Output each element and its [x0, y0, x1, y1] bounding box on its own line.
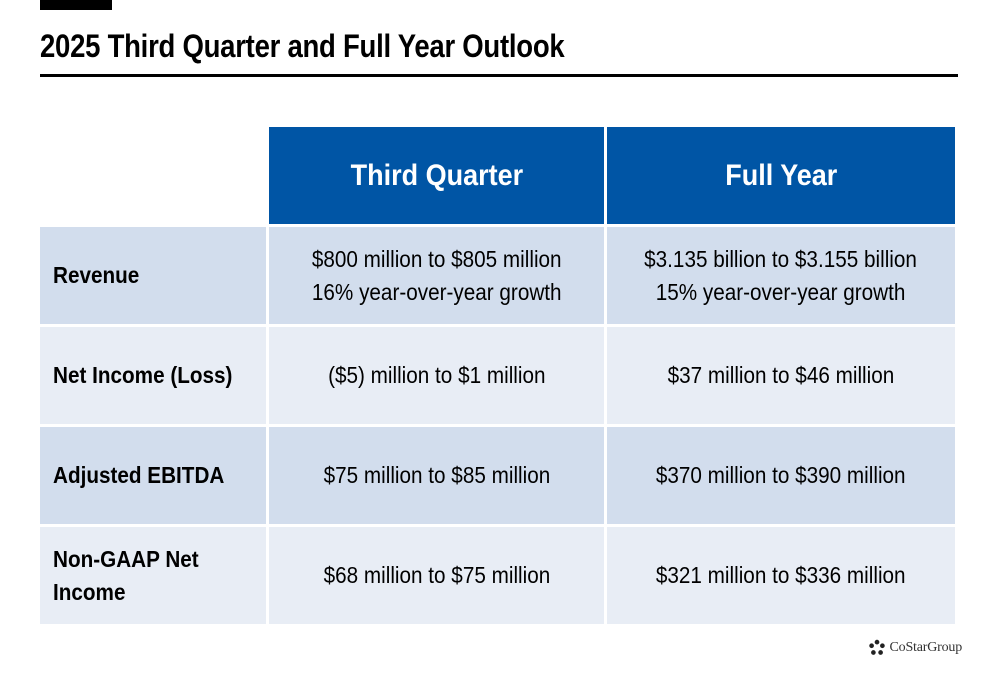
- full-year-cell: $37 million to $46 million: [604, 324, 958, 427]
- third-quarter-cell: ($5) million to $1 million: [266, 324, 607, 427]
- cell-value: $68 million to $75 million: [323, 562, 550, 588]
- page-title: 2025 Third Quarter and Full Year Outlook: [40, 28, 565, 64]
- cell-value: $800 million to $805 million: [311, 245, 562, 272]
- table-header-row: Third Quarter Full Year: [37, 124, 958, 227]
- table-row-non-gaap-net-income: Non-GAAP Net Income $68 million to $75 mi…: [37, 524, 958, 627]
- row-label-cell: Net Income (Loss): [37, 324, 269, 427]
- third-quarter-cell: $75 million to $85 million: [266, 424, 607, 527]
- row-label: Revenue: [53, 262, 140, 288]
- cell-value: 16% year-over-year growth: [311, 278, 562, 305]
- table-row-adjusted-ebitda: Adjusted EBITDA $75 million to $85 milli…: [37, 424, 958, 527]
- third-quarter-cell: $800 million to $805 million 16% year-ove…: [266, 224, 607, 327]
- header-full-year-label: Full Year: [724, 158, 838, 192]
- title-divider: [40, 74, 958, 77]
- full-year-cell: $370 million to $390 million: [604, 424, 958, 527]
- row-label: Non-GAAP Net: [53, 545, 199, 572]
- row-label: Adjusted EBITDA: [53, 462, 225, 488]
- header-third-quarter-label: Third Quarter: [350, 158, 523, 192]
- full-year-cell: $3.135 billion to $3.155 billion 15% year…: [604, 224, 958, 327]
- logo-text: CoStarGroup: [889, 640, 963, 655]
- row-label: Net Income (Loss): [53, 362, 233, 388]
- cell-value: $3.135 billion to $3.155 billion: [644, 245, 918, 272]
- cell-value: ($5) million to $1 million: [327, 362, 546, 388]
- third-quarter-cell: $68 million to $75 million: [266, 524, 607, 627]
- row-label-cell: Revenue: [37, 224, 269, 327]
- costar-logo: CoStarGroup: [868, 639, 962, 657]
- header-empty-cell: [37, 124, 269, 227]
- table-row-revenue: Revenue $800 million to $805 million 16% …: [37, 224, 958, 327]
- full-year-cell: $321 million to $336 million: [604, 524, 958, 627]
- cell-value: $321 million to $336 million: [656, 562, 906, 588]
- cell-value: $75 million to $85 million: [323, 462, 550, 488]
- cell-value: $37 million to $46 million: [667, 362, 895, 388]
- outlook-table: Third Quarter Full Year Revenue $800 mil…: [37, 124, 958, 627]
- top-accent-bar: [40, 0, 112, 10]
- row-label-cell: Adjusted EBITDA: [37, 424, 269, 527]
- row-label-cell: Non-GAAP Net Income: [37, 524, 269, 627]
- row-label: Income: [53, 578, 126, 605]
- cell-value: $370 million to $390 million: [656, 462, 906, 488]
- costar-logo-icon: [868, 639, 885, 655]
- cell-value: 15% year-over-year growth: [656, 278, 906, 305]
- header-full-year: Full Year: [604, 124, 958, 227]
- header-third-quarter: Third Quarter: [266, 124, 607, 227]
- table-row-net-income: Net Income (Loss) ($5) million to $1 mil…: [37, 324, 958, 427]
